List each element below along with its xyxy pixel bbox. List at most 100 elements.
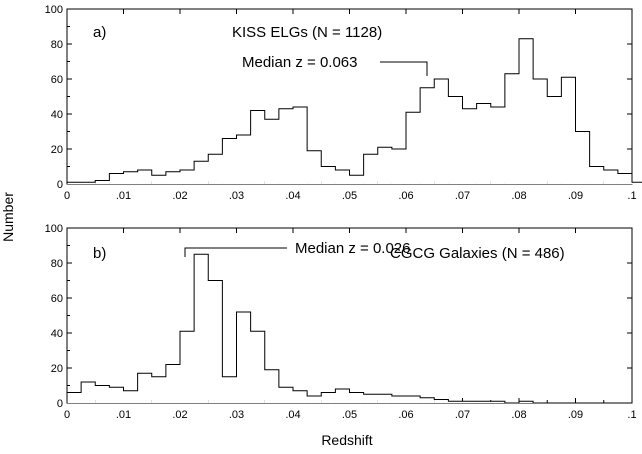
histogram-bin (307, 150, 322, 184)
histogram-bin (278, 108, 293, 184)
histogram-bin (490, 401, 505, 403)
x-tick-label: .02 (172, 409, 187, 421)
histogram-bin (434, 79, 449, 184)
histogram-bin (476, 103, 491, 184)
x-tick-label: .03 (229, 409, 244, 421)
x-tick-label: .06 (398, 409, 413, 421)
histogram-bin (180, 170, 195, 184)
x-tick-label: .01 (116, 409, 131, 421)
histogram-bin (589, 166, 604, 184)
y-tick-label: 20 (51, 144, 63, 156)
panel-letter: a) (93, 24, 106, 41)
histogram-bin (519, 401, 534, 403)
histogram-bin (250, 110, 265, 184)
median-annotation: Median z = 0.063 (242, 54, 358, 71)
panel-letter: b) (93, 245, 106, 262)
histogram-bin (490, 107, 505, 184)
histogram-panel-b: 0 .01 .02 .03 .04 .05 .06 .07 .08 .09 .1 0 20 40 60 80 1… (45, 223, 637, 421)
histogram-bin (321, 392, 336, 403)
histogram-bin (406, 112, 421, 184)
median-annotation: Median z = 0.026 (295, 240, 411, 257)
histogram-bin (264, 119, 279, 184)
x-tick-label: .1 (627, 190, 636, 202)
histogram-bin (165, 364, 180, 403)
histogram-bin (293, 390, 308, 403)
histogram-bin (264, 369, 279, 403)
histogram-bin (349, 392, 364, 403)
histogram-bin (123, 390, 138, 403)
histogram-bin (151, 175, 166, 184)
x-tick-label: .03 (229, 190, 244, 202)
histogram-bin (278, 387, 293, 403)
histogram-bin (335, 170, 350, 184)
panel-title: KISS ELGs (N = 1128) (232, 24, 382, 41)
y-tick-label: 80 (51, 39, 63, 51)
x-tick-label: .08 (511, 190, 526, 202)
histogram-bin (307, 396, 322, 403)
x-tick-label: .02 (172, 190, 187, 202)
histogram-bin (349, 175, 364, 184)
histogram-bin (632, 182, 642, 184)
histogram-bin (519, 38, 534, 184)
y-tick-label: 80 (51, 258, 63, 270)
x-tick-label: .1 (627, 409, 636, 421)
x-tick-label: .06 (398, 190, 413, 202)
x-tick-label: .05 (342, 409, 357, 421)
histogram-bin (448, 401, 463, 403)
median-pointer-line (184, 247, 287, 257)
histogram-bin (575, 131, 590, 184)
histogram-bin (194, 161, 209, 184)
histogram-bin (250, 331, 265, 403)
histogram-bin (208, 280, 223, 403)
histogram-bin (406, 396, 421, 403)
histogram-bin (95, 180, 110, 184)
histogram-bin (547, 96, 562, 184)
y-tick-label: 0 (57, 398, 63, 410)
x-tick-label: .07 (455, 409, 470, 421)
histogram-bin (448, 96, 463, 184)
y-tick-label: 100 (45, 4, 63, 16)
x-tick-label: .04 (285, 409, 300, 421)
histogram-bin (363, 394, 378, 403)
x-tick-label: .04 (285, 190, 300, 202)
histogram-bin (391, 149, 406, 184)
histogram-bin (335, 389, 350, 403)
x-tick-label: .09 (568, 190, 583, 202)
histogram-bin (236, 135, 251, 184)
histogram-bin (67, 182, 82, 184)
histogram-bin (504, 73, 519, 184)
histogram-bin (420, 87, 435, 184)
histogram-bin (137, 373, 152, 403)
histogram-bin (603, 170, 618, 184)
histogram-bin (222, 376, 237, 403)
histogram-panel-a: 0 .01 .02 .03 .04 .05 .06 .07 .08 .09 .1 0 20 40 60 80 1… (45, 4, 642, 202)
x-tick-label: .07 (455, 190, 470, 202)
y-tick-label: 60 (51, 293, 63, 305)
y-tick-label: 60 (51, 74, 63, 86)
histogram-bin (363, 154, 378, 184)
x-tick-label: .01 (116, 190, 131, 202)
x-tick-label: 0 (64, 190, 70, 202)
histogram-bin (81, 382, 96, 403)
y-axis-title: Number (0, 192, 16, 242)
histogram-outline (66, 253, 632, 404)
histogram-bin (533, 79, 548, 184)
histogram-bin (165, 171, 180, 184)
panel-title: CGCG Galaxies (N = 486) (390, 245, 565, 262)
histogram-bin (561, 77, 576, 184)
histogram-bin (137, 170, 152, 184)
histogram-bin (462, 108, 477, 184)
y-tick-label: 20 (51, 363, 63, 375)
histogram-bin (151, 376, 166, 403)
y-tick-label: 40 (51, 328, 63, 340)
histogram-bin (391, 396, 406, 403)
histogram-bin (462, 401, 477, 403)
histogram-bin (321, 166, 336, 184)
histogram-bin (109, 387, 124, 403)
y-tick-label: 0 (57, 179, 63, 191)
histogram-bin (377, 147, 392, 184)
x-tick-label: .05 (342, 190, 357, 202)
histogram-bin (67, 392, 82, 403)
histogram-bin (194, 254, 209, 403)
y-tick-label: 100 (45, 223, 63, 235)
